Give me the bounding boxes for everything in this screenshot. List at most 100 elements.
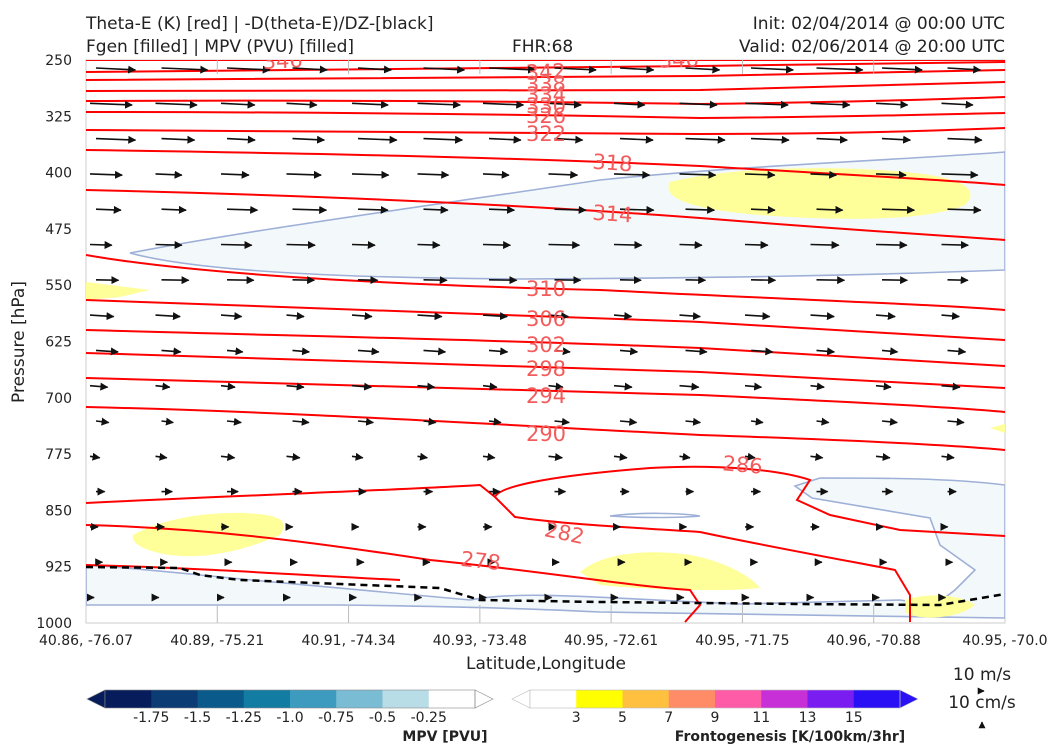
wind-vector [423,205,449,214]
mpv-colorbar-tick: -0.5 [369,710,396,726]
x-tick-label: 40.95, -72.61 [564,633,658,649]
theta-e-286 [86,465,1005,622]
mpv-colorbar-tick: -0.75 [318,710,354,726]
wind-vector [357,347,380,356]
fgen-colorbar-min-arrow [511,689,531,709]
x-tick-label: 40.95, -71.75 [695,633,789,649]
wind-vector [292,135,326,144]
wind-vector [351,100,389,109]
wind-vector [750,65,795,74]
wind-vector [89,100,133,109]
y-tick-label: 1000 [36,616,72,632]
wind-vector [685,347,708,356]
y-tick-label: 925 [45,560,72,576]
wind-vector [155,452,168,461]
theta-e-318 [86,149,1005,186]
wind-vector [95,65,137,74]
theta-e-label-334: 334 [526,83,566,107]
theta-e-310 [86,254,1005,311]
wind-vector [554,347,571,356]
wind-vector [351,170,390,179]
wind-vector [679,312,701,321]
wind-vector [619,135,654,144]
theta-e-label-294: 294 [526,384,566,408]
wind-vector [941,241,969,250]
wind-vector [95,347,119,356]
wind-vector [875,241,908,250]
wind-vector [744,170,776,179]
mpv-colorbar-tick: -0.25 [411,710,447,726]
wind-vector [810,382,825,391]
wind-vector [810,452,824,461]
y-tick-label: 625 [45,334,72,350]
fgen-colorbar-swatch [761,690,808,708]
wind-vector [220,100,256,109]
wind-vector [875,170,907,179]
wind-vector [679,100,718,109]
wind-vector [744,382,763,391]
mpv-colorbar-swatch [428,690,476,708]
theta-e-298 [86,352,1005,389]
wind-vector [941,382,961,391]
wind-vector [750,205,776,214]
wind-vector [679,170,717,179]
wind-vector [744,452,756,461]
wind-vector [95,135,137,144]
fgen-colorbar-swatch [530,690,577,708]
wind-vector [947,135,983,144]
init-time: Init: 02/04/2014 @ 00:00 UTC [752,14,1005,34]
fgen-colorbar-tick: 9 [711,710,720,726]
y-tick-label: 775 [45,447,72,463]
valid-time: Valid: 02/06/2014 @ 20:00 UTC [739,37,1005,57]
wind-vector [947,347,967,356]
x-tick-label: 40.95, -70.0 [962,633,1047,649]
y-tick-label: 700 [45,391,72,407]
wind-vector [161,65,209,74]
wind-vector [220,453,236,461]
fgen-colorbar-tick: 13 [799,710,817,726]
wind-vector [89,240,113,249]
wind-vector [947,65,982,74]
wind-vector [89,452,101,461]
wind-vector [816,417,830,426]
fgen-region-left [86,282,150,300]
x-tick-label: 40.96, -70.88 [827,633,921,649]
theta-e-label-318: 318 [592,150,634,177]
wind-vector [750,417,764,426]
mpv-colorbar-swatch [105,690,152,708]
vector-key-w-label: 10 cm/s [948,693,1016,713]
wind-vector [95,205,122,214]
wind-vector [810,170,838,179]
wind-vector [619,347,639,356]
wind-vector [286,100,318,109]
wind-vector [286,170,322,179]
theta-e-label-310: 310 [526,277,566,301]
wind-vector [220,241,253,250]
wind-vector [417,240,441,249]
wind-vector [482,241,512,250]
y-axis-label: Pressure [hPa] [9,281,29,403]
wind-vector [155,382,171,391]
y-tick-label: 850 [45,503,72,519]
wind-vector [619,65,655,74]
wind-vector [161,347,182,356]
wind-vector [417,312,443,321]
wind-vector [292,417,310,426]
wind-vector [548,100,582,109]
theta-e-label-290: 290 [526,422,566,446]
wind-vector [816,205,844,214]
wind-vector [685,135,726,144]
wind-vector [423,347,447,356]
theta-e-306 [86,299,1005,341]
y-tick-label: 325 [45,109,72,125]
mpv-colorbar-label: MPV [PVU] [402,729,487,745]
wind-vector [619,205,655,214]
wind-vector [488,205,516,214]
wind-vector [89,170,123,179]
wind-vector [155,241,183,249]
wind-vector [613,170,651,179]
wind-vector [286,453,301,461]
fgen-colorbar-max-arrow [899,689,919,709]
y-tick-label: 550 [45,278,72,294]
y-tick-label: 250 [45,53,72,69]
